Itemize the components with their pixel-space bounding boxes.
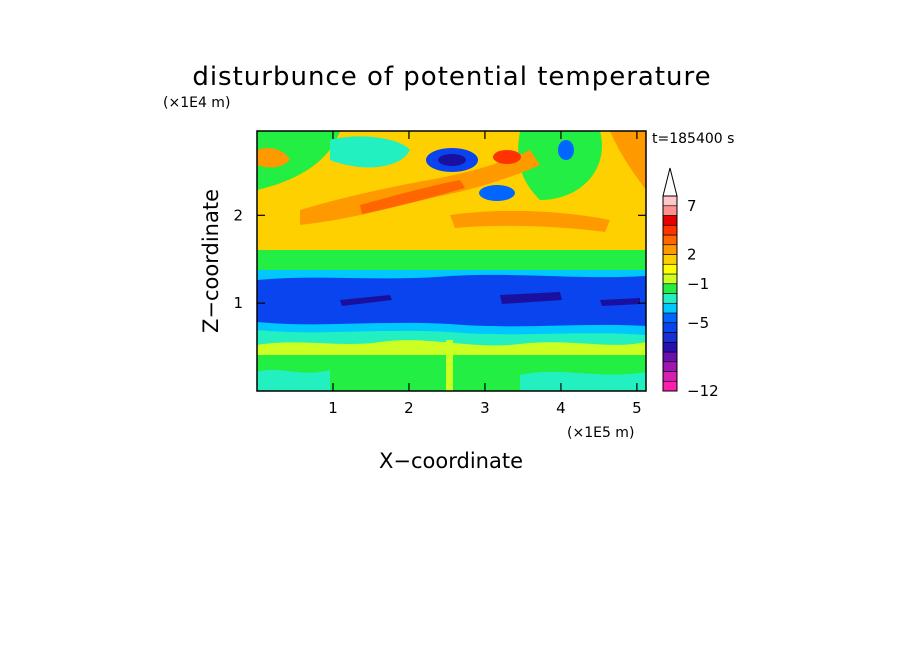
colorbar-swatch	[662, 341, 678, 353]
y-ticks: 12	[233, 206, 646, 312]
time-label: t=185400 s	[652, 131, 734, 147]
colorbar-swatch	[662, 244, 678, 255]
contour-field	[257, 131, 646, 391]
cold-anomaly-main-core	[438, 154, 466, 166]
colorbar-swatch	[662, 205, 678, 216]
colorbar-swatch	[662, 380, 678, 392]
x-ticks: 1 2 3 4 5	[328, 131, 642, 417]
lower-layer-cyan-patches	[257, 369, 646, 391]
plot-frame	[256, 130, 647, 392]
cold-anomaly-right	[558, 140, 574, 160]
colorbar-tick-label: −12	[687, 382, 719, 400]
colorbar-labels: −12−5−127	[687, 197, 719, 400]
colorbar-swatch	[662, 351, 678, 363]
colorbar	[662, 167, 678, 392]
y-tick-label: 2	[233, 206, 243, 224]
colorbar-swatch	[662, 263, 678, 275]
cold-anomaly-mid	[479, 185, 515, 201]
colorbar-swatch	[662, 283, 678, 294]
y-axis-label: Z−coordinate	[199, 189, 223, 333]
upper-orange-wave	[300, 150, 540, 225]
cold-band-dark	[340, 292, 640, 306]
colorbar-swatch	[662, 322, 678, 333]
colorbar-swatch	[662, 273, 678, 285]
upper-right-stripes	[610, 131, 646, 190]
colorbar-extend-arrow	[662, 167, 678, 197]
lower-layer-spike	[446, 340, 453, 391]
colorbar-swatch	[662, 254, 678, 265]
upper-green-patch-right	[518, 131, 602, 200]
colorbar-frame	[662, 195, 678, 392]
colorbar-swatch	[662, 224, 678, 236]
colorbar-swatch	[662, 371, 678, 382]
colorbar-tick-label: −1	[687, 275, 709, 293]
y-tick-label: 1	[233, 294, 243, 312]
upper-green-band	[257, 250, 646, 270]
upper-orange-lower	[450, 210, 610, 232]
x-tick-label: 2	[404, 399, 414, 417]
chart-title: disturbunce of potential temperature	[192, 62, 711, 92]
colorbar-tick-label: −5	[687, 314, 709, 332]
colorbar-swatch	[662, 215, 678, 226]
upper-green-patch-left	[257, 131, 340, 190]
x-tick-label: 4	[556, 399, 566, 417]
colorbar-swatch	[662, 361, 678, 372]
colorbar-tick-label: 7	[687, 197, 697, 215]
x-tick-label: 3	[480, 399, 490, 417]
x-tick-label: 5	[632, 399, 642, 417]
colorbar-swatch	[662, 302, 678, 314]
upper-left-orange	[257, 148, 290, 168]
colorbar-swatch	[662, 332, 678, 343]
y-unit-label: (×1E4 m)	[163, 95, 230, 111]
upper-red-wave	[360, 180, 465, 214]
x-unit-label: (×1E5 m)	[567, 425, 634, 441]
upper-cyan-patch	[330, 136, 410, 168]
colorbar-tick-label: 2	[687, 246, 697, 264]
cold-band-blue	[257, 274, 646, 327]
colorbar-swatch	[662, 195, 678, 207]
x-tick-label: 1	[328, 399, 338, 417]
warm-anomaly	[493, 150, 521, 164]
x-axis-label: X−coordinate	[379, 449, 523, 473]
colorbar-swatch	[662, 293, 678, 304]
colorbar-swatch	[662, 234, 678, 246]
colorbar-swatch	[662, 312, 678, 324]
